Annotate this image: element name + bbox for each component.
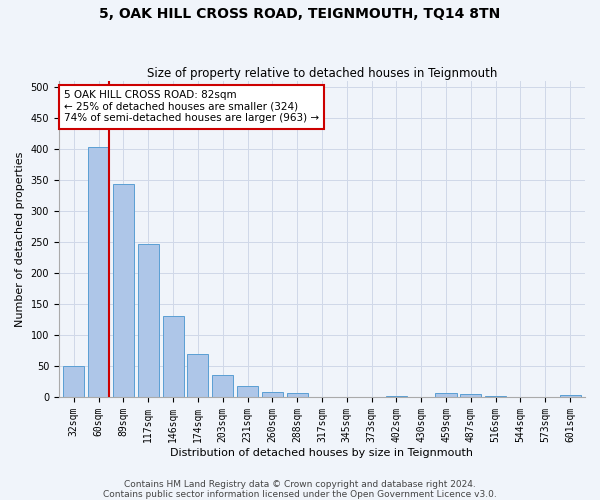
Bar bbox=[436, 394, 457, 397]
Bar bbox=[88, 147, 109, 397]
Title: Size of property relative to detached houses in Teignmouth: Size of property relative to detached ho… bbox=[147, 66, 497, 80]
Bar bbox=[460, 394, 481, 397]
Bar bbox=[187, 354, 208, 397]
Bar bbox=[485, 396, 506, 397]
Text: 5 OAK HILL CROSS ROAD: 82sqm
← 25% of detached houses are smaller (324)
74% of s: 5 OAK HILL CROSS ROAD: 82sqm ← 25% of de… bbox=[64, 90, 319, 124]
Text: 5, OAK HILL CROSS ROAD, TEIGNMOUTH, TQ14 8TN: 5, OAK HILL CROSS ROAD, TEIGNMOUTH, TQ14… bbox=[100, 8, 500, 22]
Bar bbox=[137, 244, 159, 397]
Bar bbox=[212, 376, 233, 397]
Bar bbox=[113, 184, 134, 397]
Text: Contains HM Land Registry data © Crown copyright and database right 2024.
Contai: Contains HM Land Registry data © Crown c… bbox=[103, 480, 497, 499]
Bar bbox=[386, 396, 407, 397]
Bar bbox=[63, 366, 85, 397]
Bar bbox=[287, 392, 308, 397]
Bar bbox=[237, 386, 258, 397]
Bar bbox=[163, 316, 184, 397]
Bar bbox=[560, 395, 581, 397]
X-axis label: Distribution of detached houses by size in Teignmouth: Distribution of detached houses by size … bbox=[170, 448, 473, 458]
Bar bbox=[262, 392, 283, 397]
Y-axis label: Number of detached properties: Number of detached properties bbox=[15, 151, 25, 326]
